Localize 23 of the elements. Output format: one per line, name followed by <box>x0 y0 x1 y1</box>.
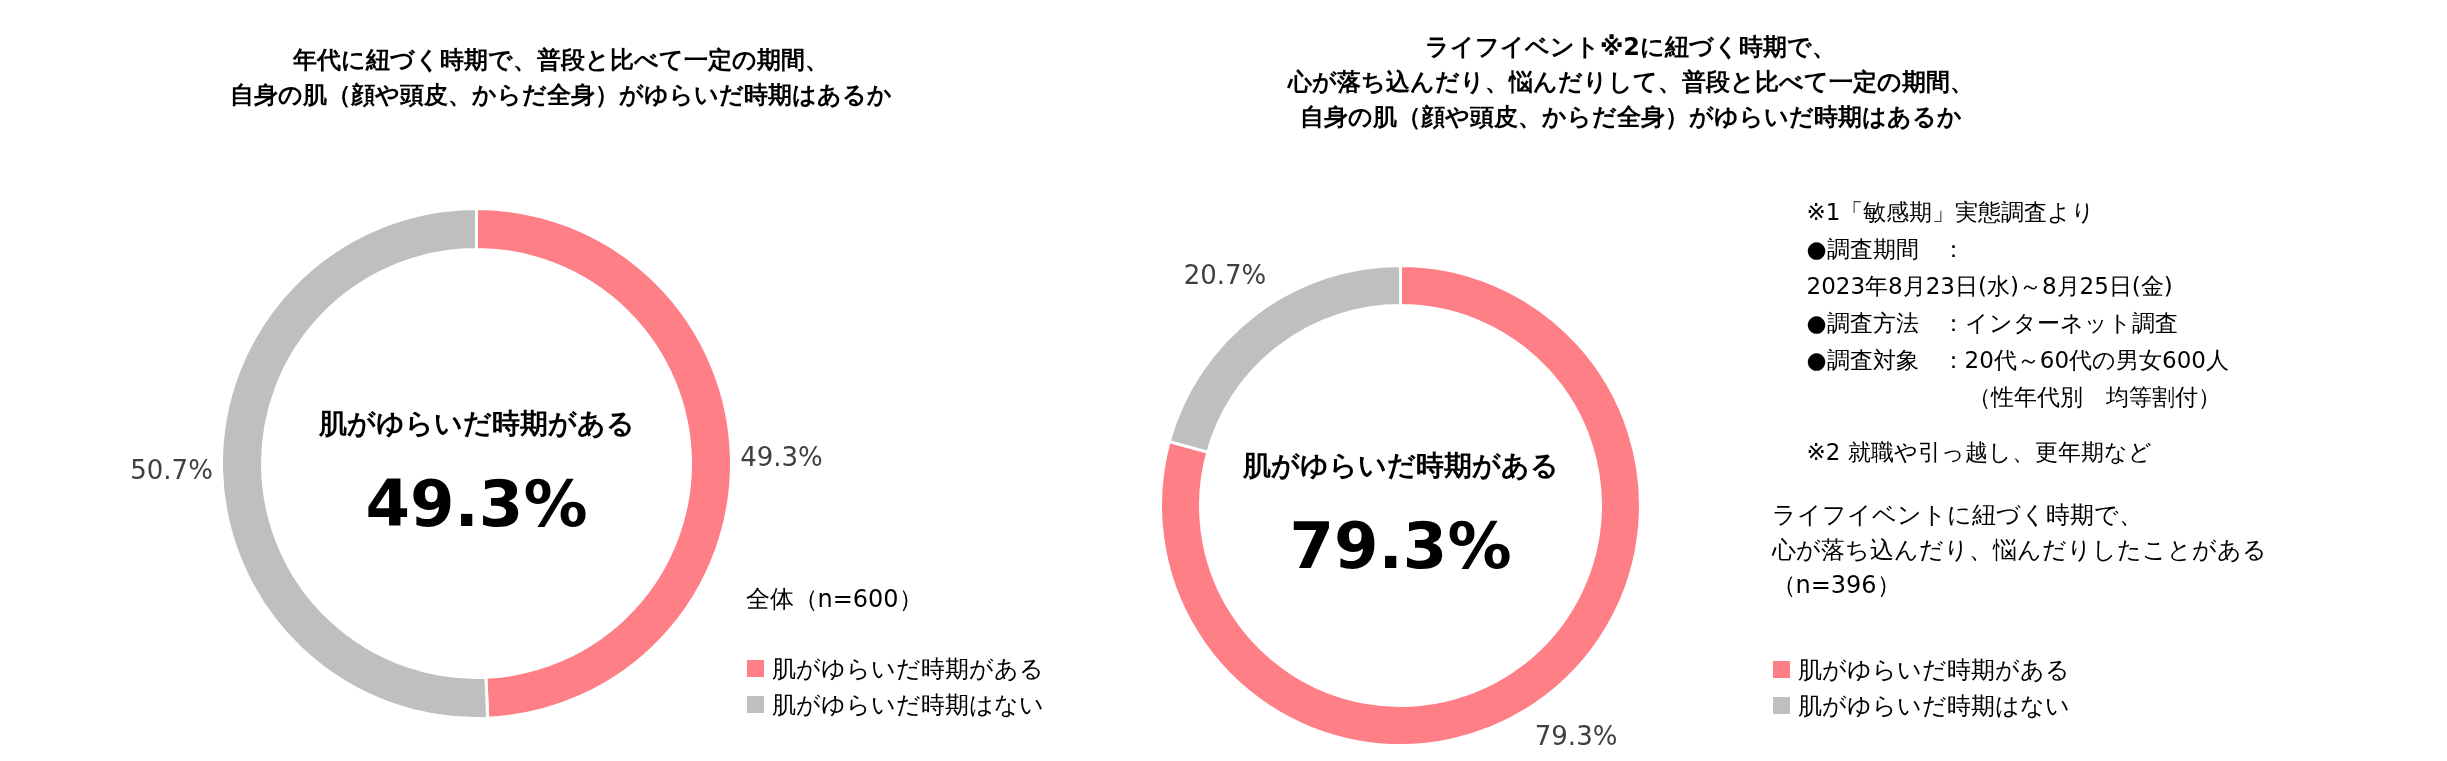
legend-label: 肌がゆらいだ時期はない <box>771 690 1044 719</box>
legend-title: 全体（n=600） <box>745 584 923 613</box>
data-label: 50.7% <box>130 455 213 486</box>
text: 49.3% <box>365 466 588 541</box>
data-label: 49.3% <box>740 441 823 472</box>
text: 肌がゆらいだ時期がある <box>1241 449 1559 482</box>
text: 肌がゆらいだ時期がある <box>317 407 635 440</box>
legend-label: 肌がゆらいだ時期はない <box>1797 691 2070 720</box>
text: ●調査方法 ：インターネット調査 <box>1806 309 2178 336</box>
text: ●調査期間 ： <box>1806 235 1965 262</box>
text: 2023年8月23日(水)～8月25日(金) <box>1806 272 2173 299</box>
legend-label: 肌がゆらいだ時期がある <box>1797 655 2070 684</box>
text: ●調査対象 ：20代～60代の男女600人 <box>1806 346 2230 373</box>
legend-title: ライフイベントに紐づく時期で、心が落ち込んだり、悩んだりしたことがある（n=396） <box>1770 500 2267 599</box>
text: ※2 就職や引っ越し、更年期など <box>1806 438 2152 465</box>
chart-title: ライフイベント※2に紐づく時期で、心が落ち込んだり、悩んだりして、普段と比べて一定の期間、自身の肌（顔や頭皮、からだ全身）がゆらいだ時期はあるか <box>1286 32 1974 131</box>
text: ※1「敏感期」実態調査より <box>1806 198 2096 225</box>
text: （性年代別 均等割付） <box>1806 383 2221 410</box>
data-label: 79.3% <box>1534 721 1618 752</box>
legend-label: 肌がゆらいだ時期がある <box>771 654 1044 683</box>
data-label: 20.7% <box>1183 259 1267 290</box>
chart-title: 年代に紐づく時期で、普段と比べて一定の期間、自身の肌（顔や頭皮、からだ全身）がゆらいだ時期はあるか <box>229 45 892 109</box>
text: 79.3% <box>1289 508 1512 583</box>
